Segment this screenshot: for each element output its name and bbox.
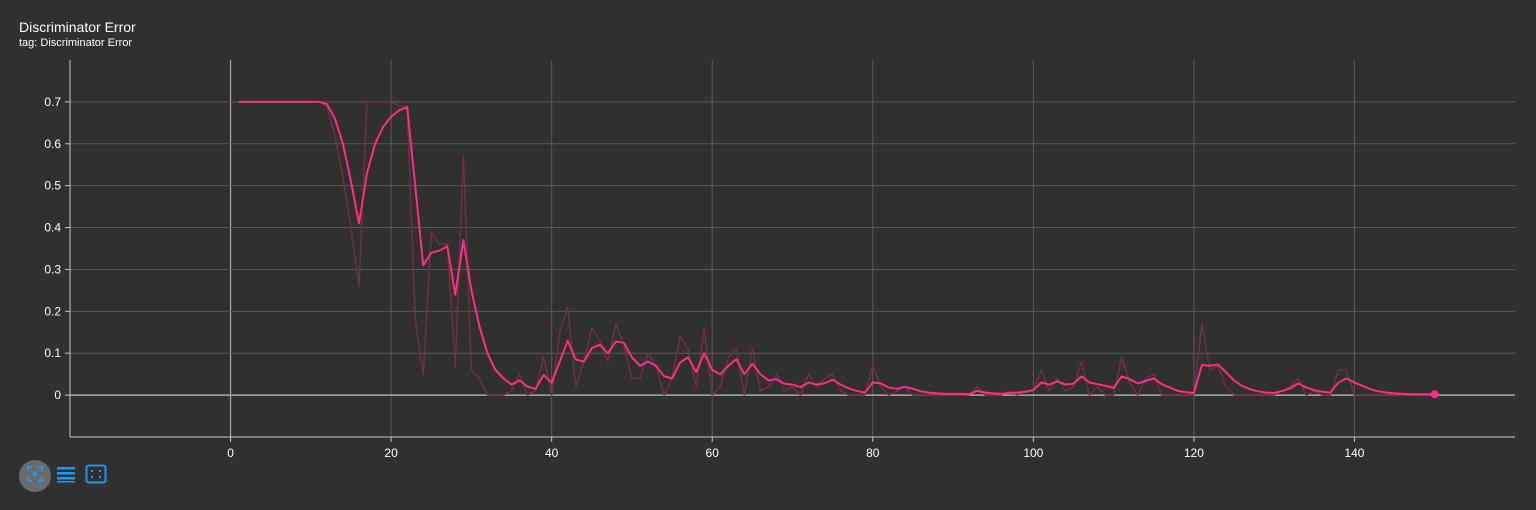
x-tick-label: 120: [1184, 446, 1204, 460]
x-tick-label: 100: [1023, 446, 1043, 460]
axis-layer: 0 20 40 60 80 100 120 140 0 0.1 0.2 0.3 0.4 0.5 0.6 0.7: [44, 60, 1515, 460]
y-tick-label: 0.7: [44, 95, 61, 109]
log-scale-button[interactable]: [55, 465, 77, 487]
x-tick-label: 60: [706, 446, 720, 460]
x-tick-label: 40: [545, 446, 559, 460]
chart-subtitle: tag: Discriminator Error: [19, 37, 133, 49]
y-tick-label: 0.5: [44, 179, 61, 193]
log-scale-icon: [56, 465, 76, 488]
fit-domain-button[interactable]: [19, 460, 51, 492]
y-tick-label: 0.4: [44, 221, 61, 235]
y-tick-label: 0.3: [44, 262, 61, 276]
grid-layer: [70, 60, 1515, 437]
line-chart[interactable]: 0 20 40 60 80 100 120 140 0 0.1 0.2 0.3 0.4 0.5 0.6 0.7: [0, 0, 1536, 460]
last-point-marker: [1430, 390, 1439, 399]
fit-domain-icon: [26, 465, 44, 488]
smoothed-series-line: [238, 100, 1435, 396]
x-tick-label: 140: [1344, 446, 1364, 460]
smoothed-series-layer: [238, 100, 1439, 399]
chart-title: Discriminator Error: [19, 19, 136, 35]
select-zoom-icon: [85, 464, 107, 489]
y-tick-label: 0.2: [44, 304, 61, 318]
select-zoom-button[interactable]: [83, 463, 109, 489]
chart-toolbar: [19, 460, 109, 492]
raw-series-layer: [238, 101, 1435, 396]
x-tick-label: 20: [384, 446, 398, 460]
x-tick-label: 0: [227, 446, 234, 460]
raw-series-line: [238, 101, 1435, 396]
x-tick-label: 80: [866, 446, 880, 460]
y-tick-label: 0.1: [44, 346, 61, 360]
y-tick-label: 0.6: [44, 137, 61, 151]
y-tick-label: 0: [54, 388, 61, 402]
